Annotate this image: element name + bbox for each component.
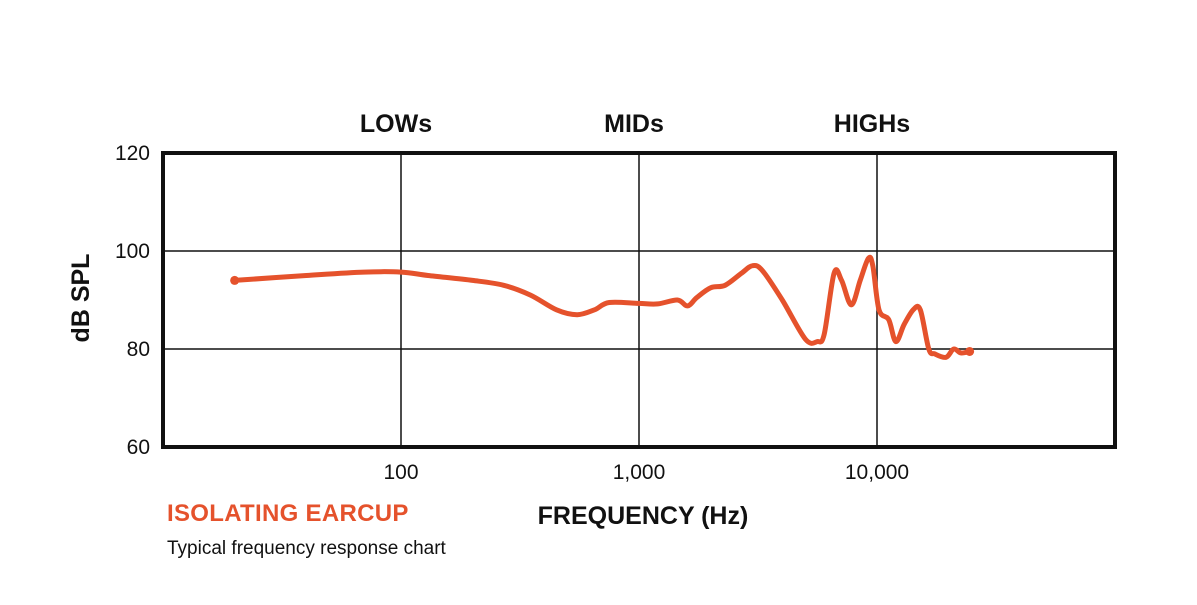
y-axis-title: dB SPL (67, 254, 95, 343)
x-tick-label: 10,000 (845, 461, 909, 484)
x-tick-label: 100 (383, 461, 418, 484)
band-label: LOWs (360, 110, 432, 138)
chart-caption: Typical frequency response chart (167, 538, 446, 559)
y-tick-label: 120 (115, 142, 150, 165)
plot-frame (161, 151, 1117, 449)
series-line-isolating-earcup (232, 254, 973, 360)
series-end-point (965, 346, 975, 356)
series-label: ISOLATING EARCUP (167, 500, 409, 527)
x-axis-title: FREQUENCY (Hz) (538, 502, 749, 530)
series-start-point (230, 275, 240, 285)
band-label: HIGHs (834, 110, 910, 138)
y-tick-label: 60 (127, 436, 150, 459)
x-tick-label: 1,000 (613, 461, 666, 484)
label-layer: 60 80 100 120 100 1,000 10,000 LOWs MIDs HIGHs (115, 110, 910, 484)
series-layer (230, 254, 975, 360)
y-tick-label: 100 (115, 240, 150, 263)
y-tick-label: 80 (127, 338, 150, 361)
grid-layer (163, 153, 1115, 447)
band-label: MIDs (604, 110, 664, 138)
